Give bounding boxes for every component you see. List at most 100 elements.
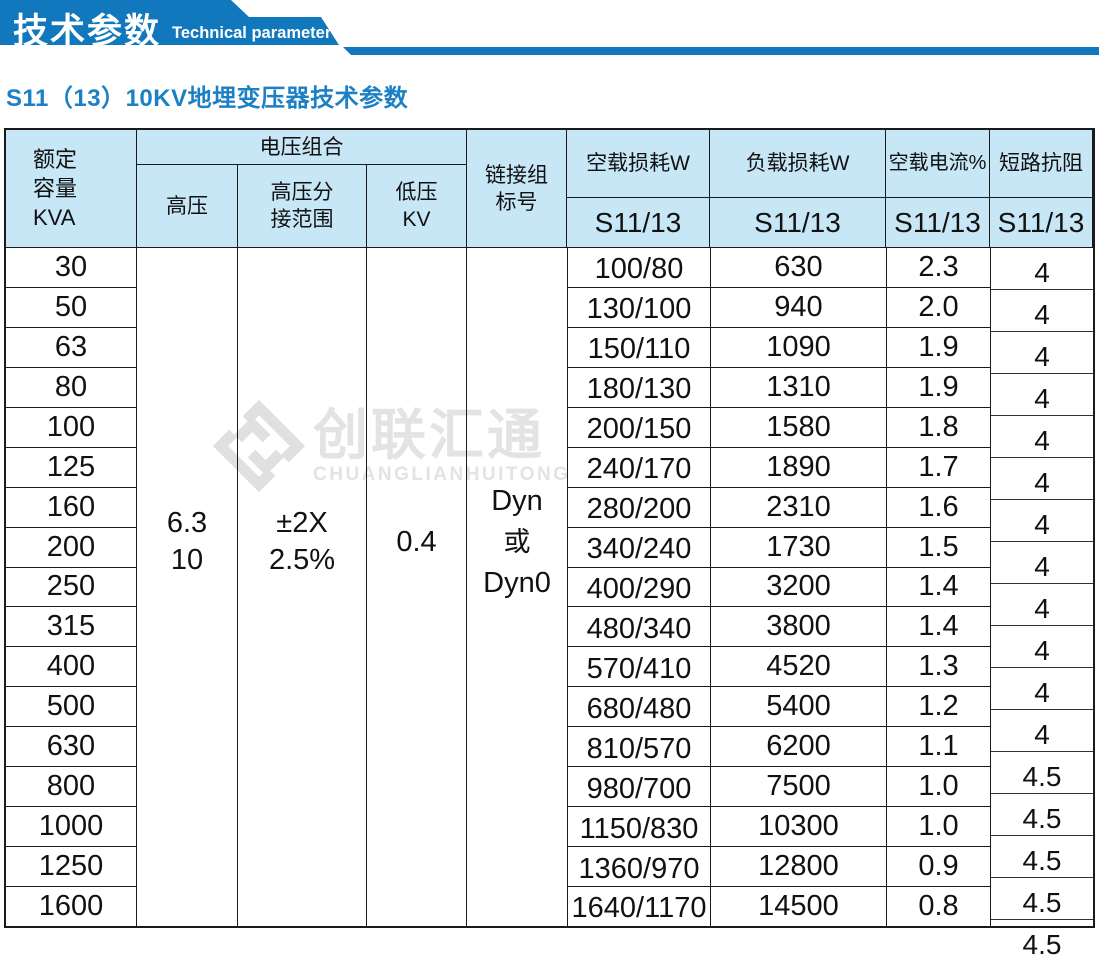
cell-rated-capacity: 315: [6, 607, 136, 648]
cell-no-load-loss: 400/290: [568, 568, 710, 608]
cell-no-load-current: 1.0: [887, 767, 990, 808]
column-rated-capacity: 30 50 63 80 100 125 160 200 250 315 400 500 630 800 10…: [6, 248, 137, 926]
header-hv-tap-range-line2: 接范围: [270, 208, 334, 231]
header-hv-tap-range-line1: 高压分: [270, 181, 334, 204]
banner-subtitle-en: Technical parameter: [172, 24, 332, 42]
cell-impedance: 4: [991, 668, 1093, 710]
cell-rated-capacity: 125: [6, 448, 136, 488]
cell-rated-capacity: 500: [6, 687, 136, 728]
merged-high-voltage-value: 6.3 10: [167, 505, 207, 579]
cell-rated-capacity: 160: [6, 488, 136, 528]
merged-low-voltage-value: 0.4: [396, 524, 436, 561]
cell-load-loss: 7500: [711, 767, 886, 808]
cell-no-load-current: 2.3: [887, 248, 990, 288]
header-impedance-model: S11/13: [990, 198, 1093, 248]
header-connection-group-line2: 标号: [495, 190, 538, 214]
cell-no-load-loss: 810/570: [568, 727, 710, 768]
cell-no-load-current: 1.8: [887, 408, 990, 448]
cell-no-load-current: 1.1: [887, 727, 990, 768]
header-rated-capacity-line1: 额定: [33, 147, 78, 172]
column-impedance: 4 4 4 4 4 4 4 4 4 4 4 4 4.5 4.5 4.5 4.5 4.5: [990, 248, 1093, 960]
cell-impedance: 4: [991, 374, 1093, 416]
header-rated-capacity: 额定 容量 KVA: [6, 130, 137, 248]
link-value-line2: 或: [503, 527, 531, 557]
cell-rated-capacity: 30: [6, 248, 136, 288]
cell-load-loss: 1890: [711, 448, 886, 488]
cell-no-load-loss: 480/340: [568, 607, 710, 648]
cell-load-loss: 630: [711, 248, 886, 288]
header-no-load-loss-model: S11/13: [567, 198, 710, 248]
cell-rated-capacity: 80: [6, 368, 136, 408]
merged-cell-high-voltage: 6.3 10: [137, 248, 238, 926]
cell-load-loss: 3800: [711, 607, 886, 648]
merged-tap-range-value: ±2X 2.5%: [269, 505, 335, 579]
cell-no-load-current: 2.0: [887, 288, 990, 328]
cell-impedance: 4: [991, 626, 1093, 668]
cell-no-load-current: 1.9: [887, 368, 990, 408]
cell-rated-capacity: 630: [6, 727, 136, 768]
cell-impedance: 4.5: [1022, 929, 1062, 960]
page-title: S11（13）10KV地埋变压器技术参数: [6, 85, 409, 112]
cell-load-loss: 4520: [711, 647, 886, 688]
cell-load-loss: 12800: [711, 847, 886, 887]
cell-load-loss: 1090: [711, 328, 886, 368]
cell-no-load-loss: 100/80: [568, 248, 710, 288]
cell-load-loss: 940: [711, 288, 886, 328]
cell-rated-capacity: 400: [6, 647, 136, 688]
merged-cell-connection-group: Dyn 或 Dyn0: [467, 248, 567, 926]
tap-value-line2: 2.5%: [268, 544, 336, 576]
cell-load-loss: 6200: [711, 727, 886, 768]
cell-load-loss: 14500: [758, 889, 839, 922]
header-no-load-loss: 空载损耗W: [567, 130, 710, 198]
cell-impedance: 4.5: [991, 752, 1093, 794]
hv-value-line1: 6.3: [166, 507, 208, 539]
header-banner: 技术参数 Technical parameter: [0, 0, 1099, 56]
cell-load-loss: 2310: [711, 488, 886, 528]
hv-value-line2: 10: [170, 544, 204, 576]
cell-rated-capacity: 50: [6, 288, 136, 328]
cell-no-load-current: 0.9: [887, 847, 990, 887]
cell-rated-capacity: 1250: [6, 847, 136, 887]
cell-impedance: 4: [991, 500, 1093, 542]
cell-rated-capacity: 250: [6, 568, 136, 608]
cell-no-load-loss: 280/200: [568, 488, 710, 528]
cell-impedance: 4: [991, 542, 1093, 584]
column-no-load-current: 2.3 2.0 1.9 1.9 1.8 1.7 1.6 1.5 1.4 1.4 1.3 1.2 1.1 1…: [886, 248, 990, 926]
tap-value-line1: ±2X: [276, 507, 328, 539]
cell-no-load-loss: 150/110: [568, 328, 710, 368]
header-load-loss-model: S11/13: [710, 198, 886, 248]
column-no-load-loss: 100/80 130/100 150/110 180/130 200/150 240/17…: [567, 248, 710, 926]
cell-load-loss: 5400: [711, 687, 886, 728]
header-low-voltage-line2: KV: [402, 208, 431, 231]
cell-no-load-loss: 130/100: [568, 288, 710, 328]
cell-no-load-loss: 240/170: [568, 448, 710, 488]
cell-no-load-loss: 340/240: [568, 528, 710, 568]
cell-no-load-current: 1.7: [887, 448, 990, 488]
merged-connection-group-value: Dyn 或 Dyn0: [483, 486, 551, 598]
cell-impedance: 4.5: [991, 878, 1093, 920]
cell-no-load-current: 1.0: [887, 807, 990, 848]
header-impedance: 短路抗阻: [990, 130, 1093, 198]
cell-no-load-current: 1.6: [887, 488, 990, 528]
cell-no-load-loss: 200/150: [568, 408, 710, 448]
link-value-line3: Dyn0: [483, 567, 551, 599]
cell-no-load-loss: 1150/830: [568, 807, 710, 848]
cell-load-loss: 10300: [711, 807, 886, 848]
cell-no-load-current: 1.4: [887, 607, 990, 648]
cell-impedance: 4: [991, 416, 1093, 458]
cell-rated-capacity: 100: [6, 408, 136, 448]
merged-cell-low-voltage: 0.4: [367, 248, 467, 926]
cell-impedance: 4: [991, 458, 1093, 500]
header-connection-group-line1: 链接组: [485, 163, 548, 187]
cell-impedance: 4: [991, 332, 1093, 374]
cell-no-load-loss: 1360/970: [568, 847, 710, 887]
banner-title: 技术参数: [13, 12, 162, 51]
cell-rated-capacity: 200: [6, 528, 136, 568]
merged-cell-tap-range: ±2X 2.5%: [238, 248, 367, 926]
banner-ribbon-shape: [0, 0, 1099, 55]
column-load-loss: 630 940 1090 1310 1580 1890 2310 1730 3200 3800 45…: [710, 248, 886, 926]
header-no-load-current: 空载电流%: [886, 130, 990, 198]
cell-no-load-loss: 570/410: [568, 647, 710, 688]
cell-impedance: 4: [991, 290, 1093, 332]
